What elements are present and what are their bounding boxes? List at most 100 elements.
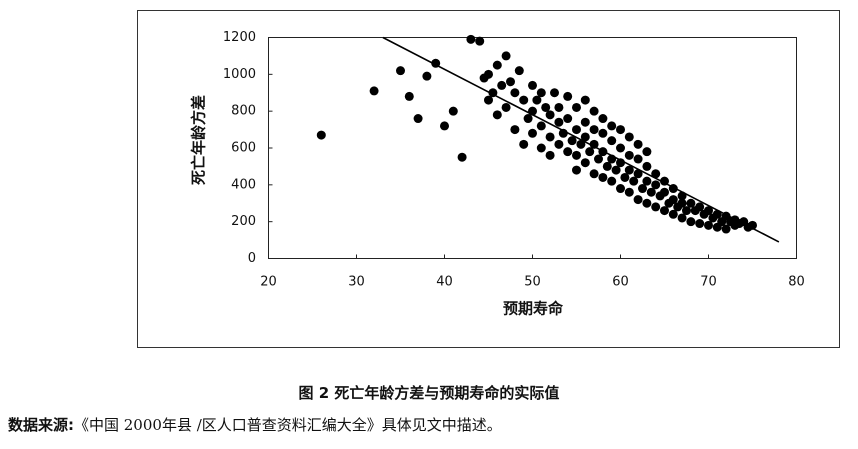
x-tick-label: 40 (436, 275, 453, 290)
scatter-point (642, 147, 652, 157)
scatter-point (448, 106, 458, 116)
scatter-point (519, 95, 529, 105)
scatter-point (638, 184, 647, 194)
scatter-point (594, 154, 603, 164)
trend-line (382, 36, 780, 243)
scatter-point (607, 121, 617, 131)
y-tick-label: 1200 (223, 30, 256, 45)
scatter-point (457, 152, 467, 162)
y-tick-label: 800 (231, 104, 256, 119)
scatter-point (545, 132, 555, 142)
scatter-point (607, 176, 617, 186)
scatter-point (602, 161, 612, 171)
scatter-point (580, 95, 590, 105)
scatter-point (633, 195, 643, 205)
scatter-point (616, 143, 625, 153)
scatter-point (536, 88, 546, 98)
scatter-point (563, 114, 573, 124)
scatter-point (580, 117, 590, 127)
scatter-point (563, 91, 573, 101)
scatter-point (704, 220, 713, 230)
scatter-point (624, 132, 634, 142)
scatter-point (633, 169, 643, 179)
scatter-point (572, 125, 581, 135)
source-note: 数据来源:《中国 2000年县 /区人口普查资料汇编大全》具体见文中描述。 (8, 414, 502, 435)
scatter-point (422, 71, 432, 81)
figure-frame (137, 10, 840, 348)
source-label: 数据来源: (8, 416, 74, 434)
scatter-point (572, 102, 581, 112)
scatter-point (580, 158, 590, 168)
scatter-point (541, 102, 551, 112)
x-tick-label: 60 (612, 275, 629, 290)
scatter-point (721, 224, 731, 234)
scatter-point (651, 202, 661, 212)
source-text: 《中国 2000年县 /区人口普查资料汇编大全》具体见文中描述。 (74, 416, 502, 434)
scatter-point (523, 114, 533, 124)
scatter-point (510, 88, 520, 98)
scatter-point (514, 66, 524, 76)
y-tick-label: 1000 (223, 67, 256, 82)
scatter-point (642, 198, 652, 208)
scatter-point (532, 95, 542, 105)
scatter-point (506, 77, 515, 87)
scatter-point (413, 114, 423, 124)
scatter-point (629, 176, 639, 186)
scatter-point (682, 206, 691, 216)
scatter-point (695, 202, 705, 212)
y-tick-label: 400 (231, 177, 256, 192)
scatter-point (396, 66, 405, 76)
scatter-point (576, 139, 586, 149)
scatter-point (550, 88, 559, 98)
scatter-point (369, 86, 379, 96)
scatter-point (585, 147, 595, 157)
scatter-point (528, 80, 537, 90)
scatter-point (624, 187, 634, 197)
scatter-point (567, 136, 577, 146)
scatter-point (510, 125, 520, 135)
scatter-point (492, 60, 502, 70)
scatter-point (646, 187, 656, 197)
scatter-point (536, 121, 546, 131)
scatter-point (624, 150, 634, 160)
scatter-point (545, 110, 555, 120)
scatter-point (633, 154, 643, 164)
scatter-point (660, 206, 669, 216)
scatter-point (668, 195, 678, 205)
scatter-point (598, 114, 608, 124)
scatter-point (589, 125, 599, 135)
scatter-point (572, 150, 581, 160)
scatter-point (554, 139, 564, 149)
scatter-point (598, 172, 608, 182)
scatter-point (404, 91, 414, 101)
scatter-point (620, 172, 630, 182)
scatter-point (519, 139, 529, 149)
scatter-point (475, 36, 485, 46)
scatter-point (633, 139, 643, 149)
scatter-point (686, 217, 696, 227)
scatter-point (492, 110, 502, 120)
scatter-point (607, 136, 617, 146)
x-tick-label: 20 (260, 275, 277, 290)
scatter-point (497, 80, 507, 90)
x-tick-label: 70 (700, 275, 717, 290)
scatter-point (316, 130, 326, 140)
scatter-point (598, 128, 608, 138)
y-tick-label: 0 (248, 251, 256, 266)
x-tick-label: 50 (524, 275, 541, 290)
scatter-point (484, 95, 493, 105)
x-tick-label: 30 (348, 275, 365, 290)
scatter-point (572, 165, 581, 175)
scatter-point (484, 69, 493, 79)
scatter-point (616, 125, 625, 135)
scatter-point (563, 147, 573, 157)
scatter-point (501, 102, 511, 112)
y-axis-label: 死亡年龄方差 (190, 95, 208, 185)
scatter-point (554, 117, 564, 127)
scatter-point (580, 132, 590, 142)
scatter-point (642, 161, 652, 171)
x-tick-label: 80 (788, 275, 805, 290)
scatter-point (651, 169, 661, 179)
x-axis-label: 预期寿命 (503, 300, 564, 318)
